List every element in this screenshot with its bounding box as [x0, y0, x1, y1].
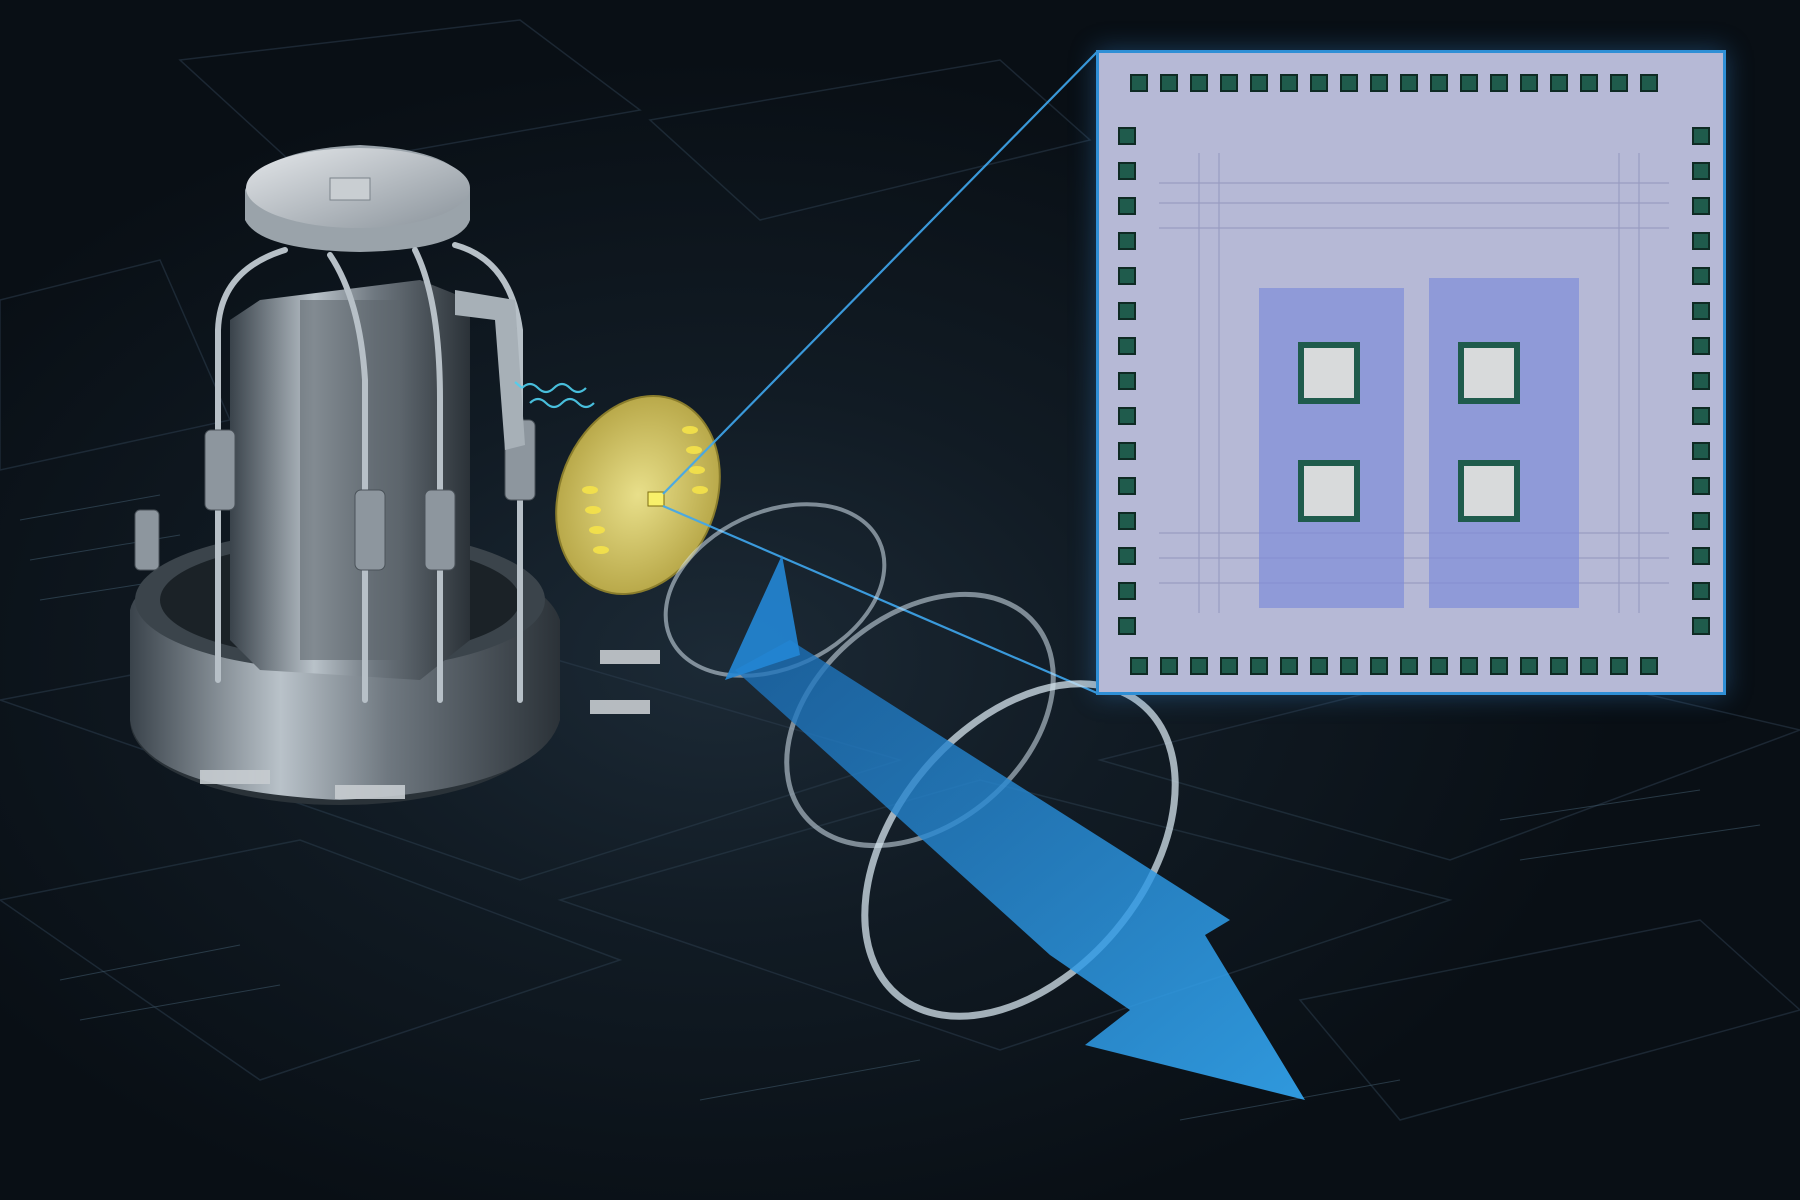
microwave-wave-icon — [514, 381, 595, 409]
cryostat-assembly — [130, 145, 660, 805]
chip-micrograph — [1099, 53, 1723, 692]
zoom-lines — [662, 51, 1098, 695]
bond-pads — [1118, 74, 1710, 675]
qubit-pads — [1298, 342, 1520, 522]
chip-inset — [1096, 50, 1726, 695]
sample-pcb-disk — [555, 395, 721, 595]
polarization-arrow — [725, 555, 1305, 1100]
